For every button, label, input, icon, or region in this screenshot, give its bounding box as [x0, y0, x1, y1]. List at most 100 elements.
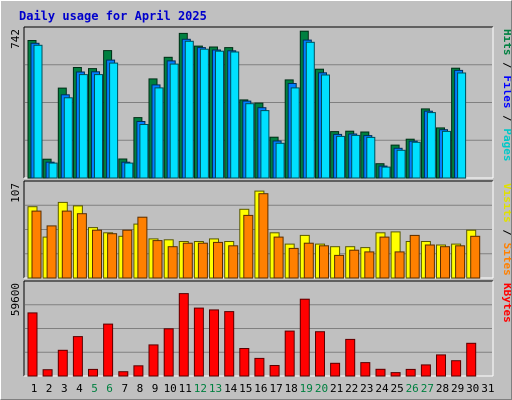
x-tick-label-day-19: 19 — [300, 382, 313, 395]
x-tick-label-day-12: 12 — [194, 382, 207, 395]
series-label-pages: Pages — [501, 128, 511, 161]
bar-kbytes-day-25 — [390, 372, 401, 377]
bar-sites-day-24 — [379, 236, 390, 279]
bar-sites-day-21 — [334, 254, 345, 279]
bar-pages-day-21 — [336, 135, 346, 179]
bar-pages-day-9 — [154, 87, 164, 179]
bar-pages-day-16 — [260, 110, 270, 179]
bar-pages-day-3 — [63, 97, 73, 179]
bar-pages-day-29 — [457, 72, 467, 179]
bar-kbytes-day-30 — [466, 342, 477, 377]
bar-sites-day-16 — [258, 193, 269, 279]
bar-pages-day-22 — [351, 134, 361, 179]
series-label-visits-sites: Visits / Sites — [501, 183, 511, 276]
x-tick-label-day-3: 3 — [61, 382, 68, 395]
bar-sites-day-28 — [440, 246, 450, 279]
bar-pages-day-4 — [78, 74, 88, 179]
bar-kbytes-day-16 — [254, 357, 265, 377]
bar-kbytes-day-13 — [209, 309, 219, 377]
bar-pages-day-26 — [411, 141, 421, 179]
bar-pages-day-2 — [48, 162, 58, 179]
x-tick-label-day-13: 13 — [209, 382, 222, 395]
bar-kbytes-day-4 — [72, 336, 83, 377]
bar-pages-day-15 — [245, 103, 255, 179]
bar-kbytes-day-19 — [299, 298, 310, 377]
x-tick-label-day-16: 16 — [254, 382, 267, 395]
series-label-separator: / — [501, 56, 511, 76]
bar-sites-day-30 — [470, 235, 481, 279]
x-tick-label-day-27: 27 — [421, 382, 434, 395]
bar-kbytes-day-29 — [451, 360, 462, 377]
x-tick-label-day-7: 7 — [121, 382, 128, 395]
x-tick-label-day-4: 4 — [76, 382, 83, 395]
bar-kbytes-day-22 — [345, 338, 356, 377]
bar-pages-day-28 — [442, 130, 451, 179]
series-label-hits: Hits — [501, 29, 511, 56]
bar-sites-day-9 — [152, 240, 163, 279]
bar-kbytes-day-2 — [42, 369, 53, 377]
y-max-label-kbytes: 59600 — [9, 283, 22, 316]
bar-sites-day-18 — [288, 247, 299, 279]
bar-sites-day-26 — [409, 234, 420, 279]
x-tick-label-day-14: 14 — [224, 382, 238, 395]
bar-pages-day-12 — [199, 48, 209, 179]
bar-sites-day-12 — [197, 242, 208, 279]
x-tick-label-day-29: 29 — [451, 382, 464, 395]
series-label-kbytes: KBytes — [501, 283, 511, 323]
bar-pages-day-18 — [290, 87, 300, 179]
bar-sites-day-17 — [273, 236, 284, 279]
bar-pages-day-7 — [124, 162, 134, 179]
bar-pages-day-20 — [321, 74, 330, 179]
bar-kbytes-day-20 — [315, 331, 325, 377]
x-tick-label-day-21: 21 — [330, 382, 343, 395]
x-tick-label-day-11: 11 — [179, 382, 192, 395]
bar-pages-day-11 — [184, 40, 194, 179]
y-max-label-hits-files-pages: 742 — [9, 29, 22, 49]
bar-pages-day-27 — [426, 112, 436, 179]
bar-kbytes-day-24 — [375, 368, 386, 377]
x-tick-label-day-17: 17 — [269, 382, 282, 395]
bar-pages-day-8 — [139, 124, 149, 179]
series-label-kbytes: KBytes — [501, 283, 511, 323]
bar-kbytes-day-21 — [330, 362, 341, 377]
x-tick-label-day-1: 1 — [31, 382, 38, 395]
x-tick-label-day-23: 23 — [360, 382, 373, 395]
bar-kbytes-day-27 — [420, 364, 431, 377]
bar-sites-day-23 — [364, 251, 375, 279]
bar-pages-day-10 — [169, 63, 179, 179]
bar-kbytes-day-3 — [57, 349, 68, 377]
x-tick-label-day-30: 30 — [466, 382, 479, 395]
bar-pages-day-14 — [230, 51, 240, 179]
bar-kbytes-day-26 — [405, 368, 416, 377]
bar-sites-day-3 — [61, 210, 72, 279]
x-tick-label-day-2: 2 — [46, 382, 53, 395]
bar-kbytes-day-18 — [284, 330, 295, 377]
bar-sites-day-13 — [213, 241, 223, 279]
series-label-separator: / — [501, 109, 511, 129]
bar-kbytes-day-6 — [103, 323, 114, 377]
bar-kbytes-day-28 — [436, 354, 446, 377]
x-tick-label-day-22: 22 — [345, 382, 358, 395]
bar-kbytes-day-15 — [239, 348, 250, 377]
bar-sites-day-27 — [424, 244, 435, 279]
x-tick-label-day-10: 10 — [164, 382, 177, 395]
bar-pages-day-23 — [366, 136, 376, 179]
bar-pages-day-24 — [381, 166, 391, 179]
bar-kbytes-day-17 — [269, 365, 280, 377]
bar-kbytes-day-12 — [193, 307, 204, 377]
bar-pages-day-25 — [396, 149, 406, 179]
bar-sites-day-10 — [167, 246, 178, 279]
bar-sites-day-15 — [243, 214, 254, 279]
bar-kbytes-day-5 — [88, 368, 98, 377]
bar-sites-day-20 — [319, 245, 329, 279]
bar-kbytes-day-9 — [148, 344, 159, 377]
bar-kbytes-day-8 — [133, 365, 144, 377]
bar-kbytes-day-10 — [163, 328, 174, 377]
bar-sites-day-22 — [349, 249, 360, 279]
x-tick-label-day-18: 18 — [285, 382, 298, 395]
x-tick-label-day-15: 15 — [239, 382, 252, 395]
y-max-label-visits-sites: 107 — [9, 183, 22, 203]
bar-sites-day-7 — [122, 229, 133, 279]
